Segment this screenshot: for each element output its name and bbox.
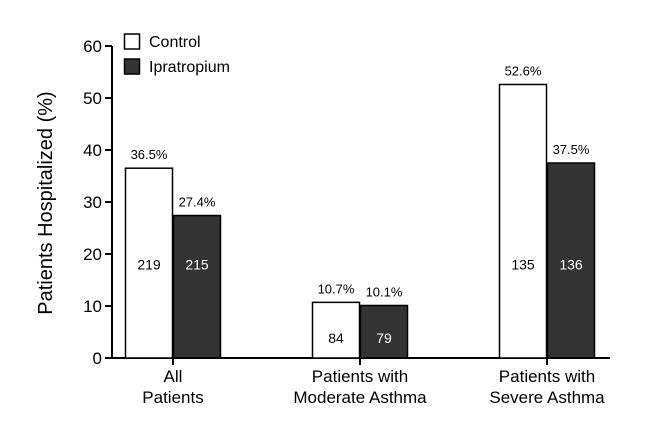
bar-count-label: 79 bbox=[376, 330, 392, 346]
bar-count-label: 84 bbox=[328, 330, 344, 346]
bar-value-label: 36.5% bbox=[131, 147, 168, 162]
category-label-line: Patients with bbox=[312, 367, 408, 386]
y-tick-label: 0 bbox=[93, 349, 102, 368]
ipratropium-bar bbox=[546, 162, 596, 359]
y-tick-label: 20 bbox=[83, 245, 102, 264]
bars bbox=[124, 83, 596, 359]
bar-count-label: 219 bbox=[137, 257, 161, 273]
ipratropium-bar bbox=[172, 214, 222, 359]
bar-value-label: 10.1% bbox=[366, 284, 403, 299]
y-tick-label: 50 bbox=[83, 89, 102, 108]
category-label: All Patients bbox=[142, 367, 203, 407]
category-label-line: Severe Asthma bbox=[489, 388, 605, 407]
control-bar bbox=[311, 301, 361, 359]
y-axis-label: Patients Hospitalized (%) bbox=[35, 91, 57, 314]
control-bar bbox=[124, 167, 174, 359]
control-legend-swatch bbox=[123, 33, 141, 50]
category-label-line: All bbox=[164, 367, 183, 386]
bar-value-label: 52.6% bbox=[505, 63, 542, 78]
category-label-line: Moderate Asthma bbox=[293, 388, 427, 407]
y-tick-label: 40 bbox=[83, 141, 102, 160]
ipratropium-legend-swatch bbox=[123, 58, 141, 75]
y-tick-label: 10 bbox=[83, 297, 102, 316]
bar-value-label: 37.5% bbox=[553, 142, 590, 157]
bar-value-label: 10.7% bbox=[318, 281, 355, 296]
legend-label: Control bbox=[149, 34, 201, 51]
category-label-line: Patients bbox=[142, 388, 203, 407]
bar-count-label: 136 bbox=[559, 257, 583, 273]
bar-labels: 36.5% 219 10.7% 84 52.6% 135 27.4% 215 10.1% 79 37… bbox=[131, 63, 590, 346]
y-tick-label: 30 bbox=[83, 193, 102, 212]
legend: Control Ipratropium bbox=[123, 33, 230, 76]
y-tick-label: 60 bbox=[83, 37, 102, 56]
bar-count-label: 215 bbox=[185, 257, 209, 273]
category-label: Patients with Moderate Asthma bbox=[293, 367, 427, 407]
category-label-line: Patients with bbox=[499, 367, 595, 386]
legend-label: Ipratropium bbox=[149, 59, 230, 76]
control-bar bbox=[498, 83, 548, 359]
bar-value-label: 27.4% bbox=[179, 195, 216, 210]
ipratropium-bar bbox=[359, 304, 409, 359]
bar-count-label: 135 bbox=[511, 257, 535, 273]
category-label: Patients with Severe Asthma bbox=[489, 367, 605, 407]
